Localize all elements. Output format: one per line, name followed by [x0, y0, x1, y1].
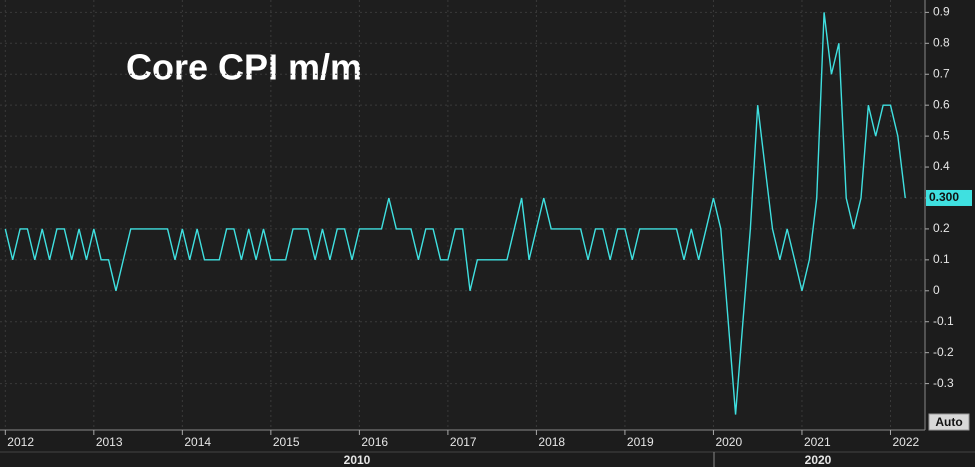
marks	[4, 12, 906, 415]
data-line	[4, 12, 906, 415]
x-tick-label: 2016	[361, 435, 388, 449]
y-tick-label: 0.2	[933, 221, 950, 235]
y-tick-label: 0.1	[933, 252, 950, 266]
x-tick-label: 2017	[450, 435, 477, 449]
x-group-label: 2010	[344, 453, 371, 467]
x-tick-label: 2018	[538, 435, 565, 449]
y-tick-label: 0.8	[933, 35, 950, 49]
x-tick-label: 2022	[892, 435, 919, 449]
y-tick-label: 0.9	[933, 5, 950, 19]
x-group-label: 2020	[805, 453, 832, 467]
y-tick-label: -0.2	[933, 345, 954, 359]
x-tick-label: 2020	[715, 435, 742, 449]
grid	[0, 0, 925, 430]
y-tick-label: 0.7	[933, 66, 950, 80]
y-tick-label: 0.6	[933, 97, 950, 111]
current-value-label: 0.300	[929, 190, 959, 204]
y-tick-label: 0.5	[933, 128, 950, 142]
x-tick-label: 2013	[96, 435, 123, 449]
x-tick-label: 2021	[804, 435, 831, 449]
y-tick-label: -0.3	[933, 376, 954, 390]
x-tick-label: 2015	[273, 435, 300, 449]
auto-button-label[interactable]: Auto	[935, 415, 962, 429]
x-tick-label: 2014	[184, 435, 211, 449]
x-tick-label: 2012	[7, 435, 34, 449]
chart-title: Core CPI m/m	[126, 47, 362, 88]
auto-button[interactable]	[928, 413, 970, 431]
y-tick-label: 0.4	[933, 159, 950, 173]
y-tick-label: -0.1	[933, 314, 954, 328]
x-tick-label: 2019	[627, 435, 654, 449]
y-tick-label: 0	[933, 283, 940, 297]
current-value-tag	[926, 189, 972, 206]
